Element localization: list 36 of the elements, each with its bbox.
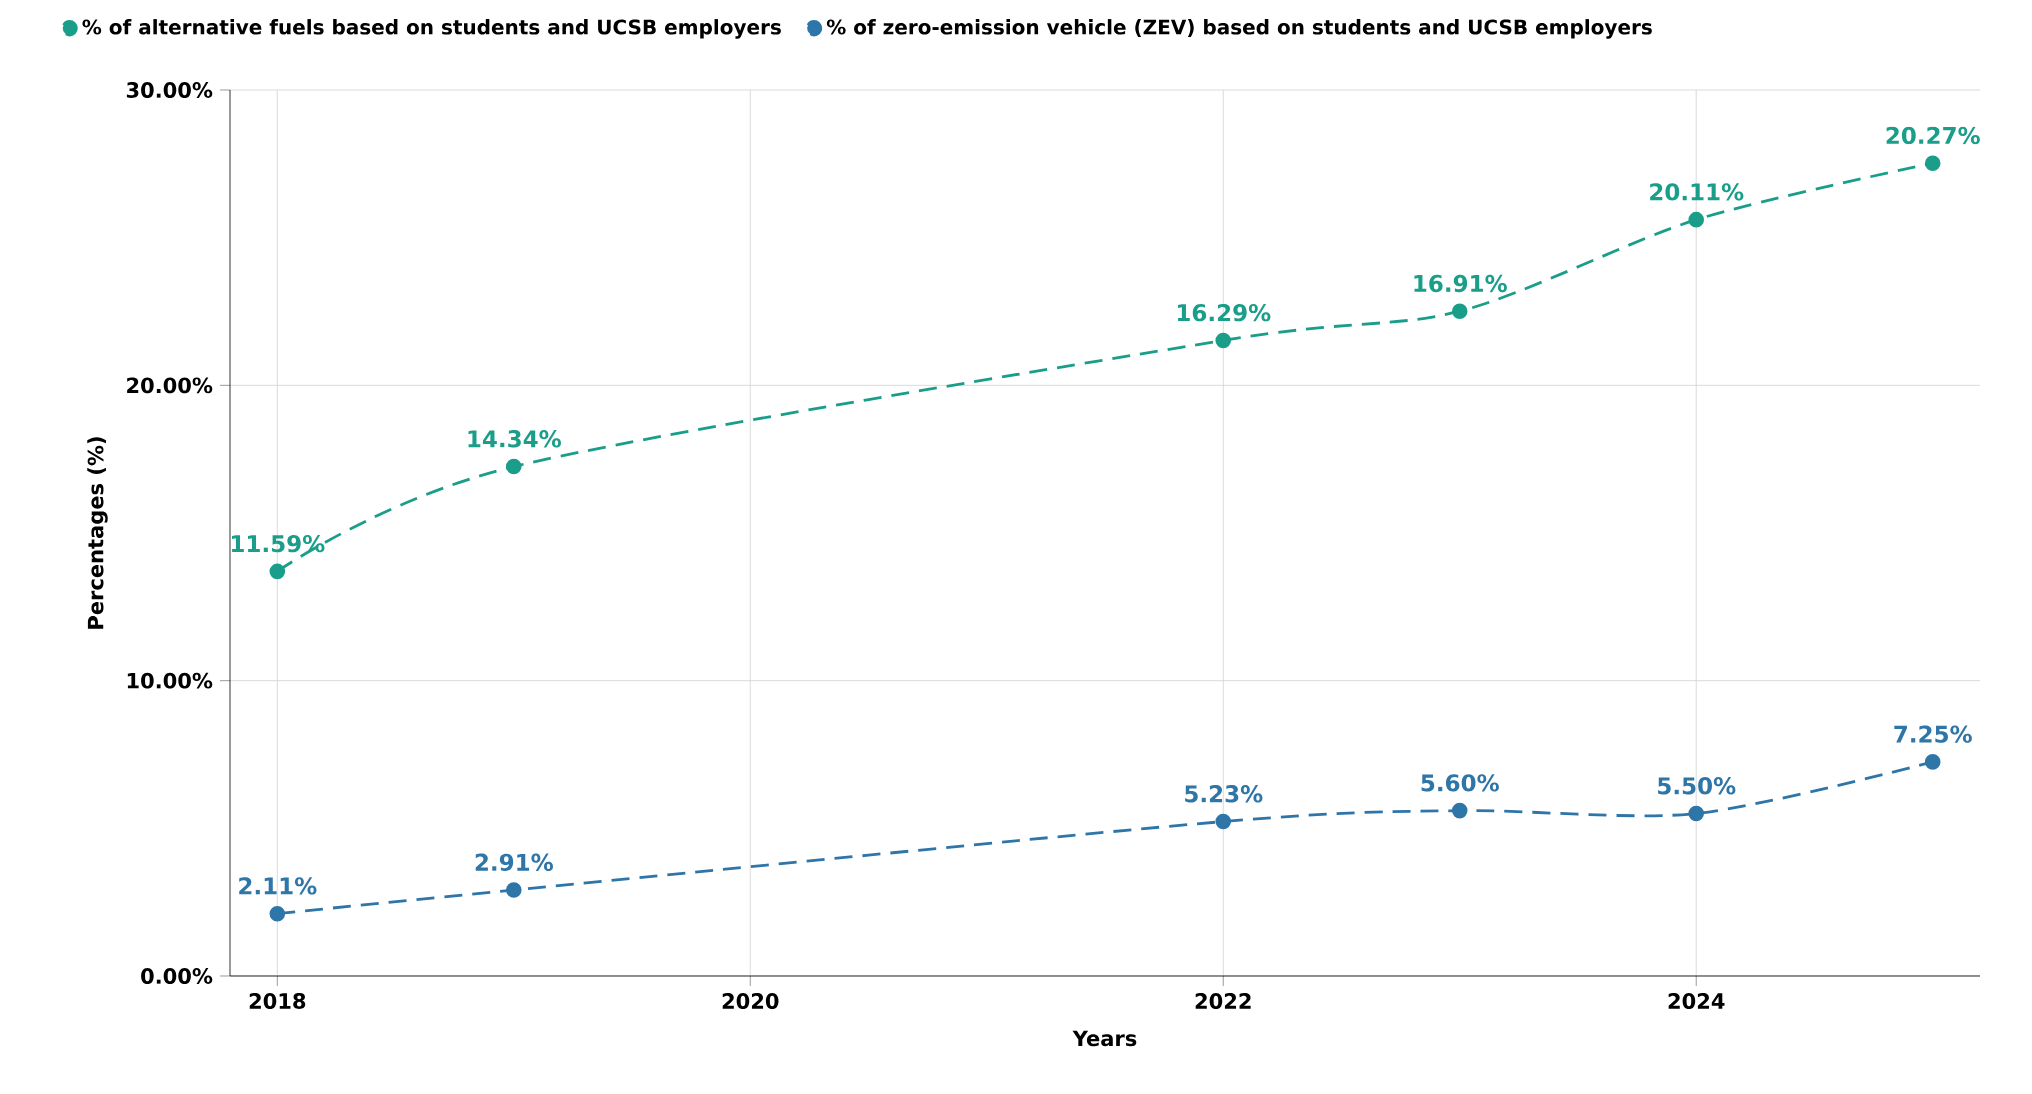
point (1688, 805, 1705, 822)
x-tick-label: 2024 (1668, 993, 1725, 1009)
point (269, 563, 286, 580)
y-tick-label: 0.00% (141, 968, 213, 984)
point (1215, 813, 1232, 830)
point (269, 905, 286, 922)
x-tick-label: 2022 (1195, 993, 1251, 1009)
annotation: 16.29% (1177, 303, 1271, 322)
point (1688, 211, 1705, 228)
point (1924, 754, 1941, 770)
y-axis-title: Percentages (%) (87, 437, 108, 629)
x-tick-label: 2018 (249, 993, 306, 1009)
data-label: 5.23% (1185, 785, 1263, 803)
x-tick-label: 2020 (722, 993, 779, 1009)
x-axis-title: Years (1072, 1030, 1137, 1047)
y-tick-label: 20.00% (127, 377, 213, 394)
annotation: 16.91% (1414, 274, 1507, 293)
point (506, 458, 522, 475)
annotation: 20.27% (1886, 126, 1980, 145)
point (1215, 332, 1232, 349)
point (1451, 802, 1468, 819)
data-label: 7.25% (1894, 725, 1972, 743)
data-label: 5.50% (1658, 777, 1736, 795)
point (506, 882, 522, 898)
annotation: 14.34% (468, 430, 561, 448)
data-label: 2.91% (475, 853, 553, 871)
point (1924, 155, 1941, 172)
annotation: 11.59% (232, 534, 325, 553)
data-label: 5.60% (1421, 774, 1499, 792)
data-label: 2.11% (239, 877, 317, 895)
y-tick-label: 10.00% (127, 672, 213, 689)
point (1451, 303, 1468, 320)
annotation: 20.11% (1650, 183, 1744, 201)
legend-label: % of zero-emission vehicle (ZEV) based on students and UCSB employers (826, 19, 1652, 39)
y-tick-label: 30.00% (126, 82, 213, 98)
legend-label: % of alternative fuels based on students and UCSB employers (82, 19, 781, 39)
